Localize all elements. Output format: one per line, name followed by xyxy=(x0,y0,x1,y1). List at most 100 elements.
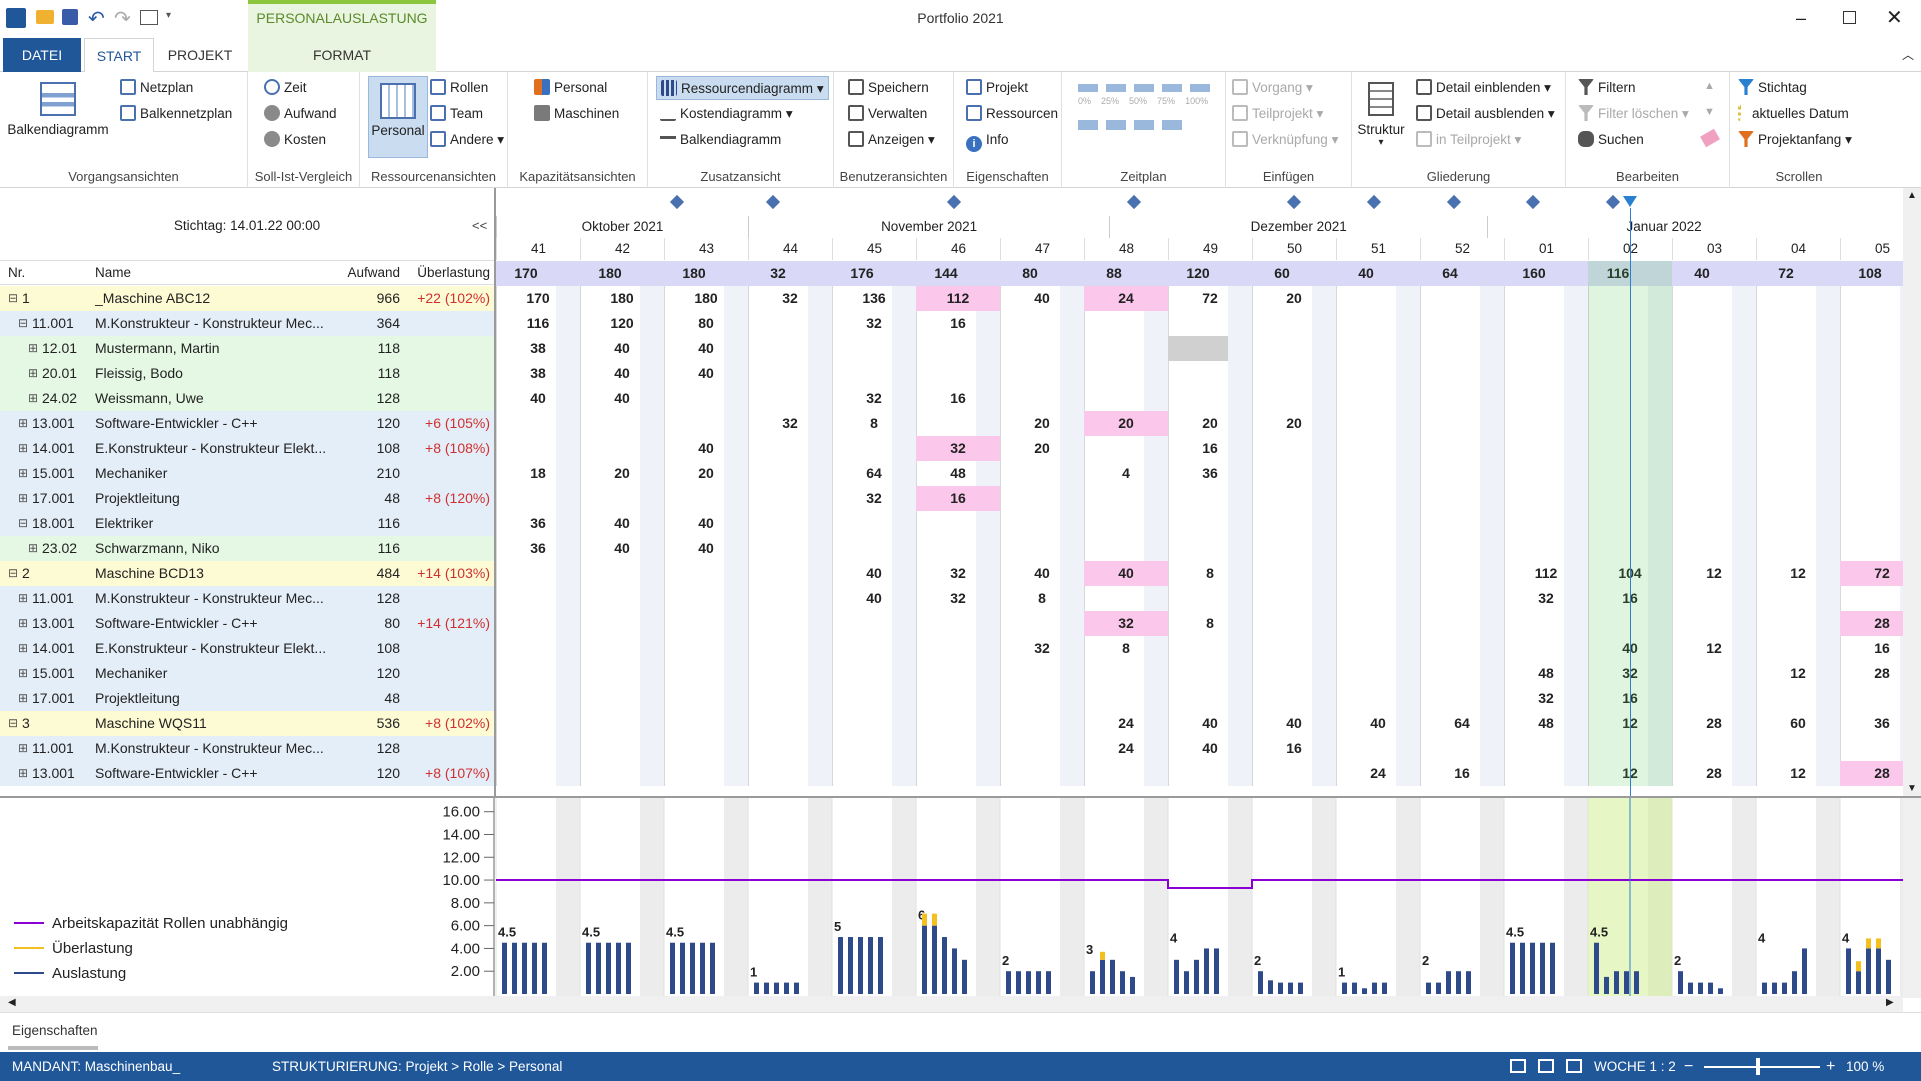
grid-cell[interactable]: 120 xyxy=(610,315,634,331)
grid-cell[interactable] xyxy=(1756,686,1840,711)
grid-cell[interactable] xyxy=(1504,386,1588,411)
grid-cell[interactable] xyxy=(1420,386,1504,411)
grid-cell[interactable]: 40 xyxy=(698,340,714,356)
grid-cell[interactable] xyxy=(1084,536,1168,561)
grid-cell[interactable]: 20 xyxy=(1286,415,1302,431)
grid-cell[interactable]: 20 xyxy=(614,465,630,481)
grid-cell[interactable]: 40 xyxy=(614,515,630,531)
grid-cell[interactable] xyxy=(1000,511,1084,536)
grid-cell[interactable]: 48 xyxy=(1538,665,1554,681)
grid-cell[interactable] xyxy=(1084,361,1168,386)
grid-cell[interactable] xyxy=(1252,686,1336,711)
grid-cell[interactable]: 32 xyxy=(866,490,882,506)
grid-cell[interactable] xyxy=(1168,686,1252,711)
grid-cell[interactable]: 20 xyxy=(1286,290,1302,306)
grid-cell[interactable]: 180 xyxy=(610,290,634,306)
suchen-button[interactable]: Suchen xyxy=(1578,128,1644,152)
window-icon[interactable] xyxy=(140,10,158,25)
expand-toggle-icon[interactable]: ⊞ xyxy=(18,491,29,505)
grid-cell[interactable] xyxy=(1084,586,1168,611)
grid-cell[interactable] xyxy=(1252,661,1336,686)
grid-cell[interactable] xyxy=(664,761,748,786)
grid-cell[interactable] xyxy=(1168,661,1252,686)
grid-cell[interactable] xyxy=(1420,361,1504,386)
grid-cell[interactable] xyxy=(1756,411,1840,436)
grid-cell[interactable] xyxy=(1084,436,1168,461)
grid-cell[interactable] xyxy=(580,611,664,636)
table-row[interactable]: ⊞ 13.001 Software-Entwickler - C++ 80 +14 (1… xyxy=(0,611,494,636)
grid-cell[interactable]: 20 xyxy=(1084,411,1168,436)
grid-cell[interactable] xyxy=(1504,286,1588,311)
balkennetzplan-button[interactable]: Balkennetzplan xyxy=(120,102,232,126)
grid-cell[interactable] xyxy=(1252,586,1336,611)
grid-cell[interactable] xyxy=(664,736,748,761)
grid-cell[interactable] xyxy=(1420,661,1504,686)
grid-cell[interactable]: 36 xyxy=(1874,715,1890,731)
grid-cell[interactable] xyxy=(1504,761,1588,786)
grid-cell[interactable]: 40 xyxy=(1286,715,1302,731)
grid-cell[interactable] xyxy=(916,736,1000,761)
grid-cell[interactable]: 72 xyxy=(1202,290,1218,306)
link-icon[interactable] xyxy=(1162,120,1182,130)
grid-cell[interactable]: 36 xyxy=(530,515,546,531)
detail-ausblenden-button[interactable]: Detail ausblenden ▾ xyxy=(1416,102,1555,126)
grid-cell[interactable] xyxy=(1504,736,1588,761)
grid-cell[interactable] xyxy=(580,686,664,711)
grid-cell[interactable] xyxy=(1084,311,1168,336)
grid-cell[interactable]: 32 xyxy=(1034,640,1050,656)
grid-cell[interactable]: 40 xyxy=(698,440,714,456)
grid-cell[interactable] xyxy=(1672,736,1756,761)
grid-cell[interactable]: 60 xyxy=(1790,715,1806,731)
grid-cell[interactable] xyxy=(580,661,664,686)
grid-cell[interactable] xyxy=(916,511,1000,536)
grid-cell[interactable] xyxy=(1840,286,1906,311)
move-left-icon[interactable] xyxy=(1078,120,1098,130)
grid-cell[interactable] xyxy=(1000,486,1084,511)
maximize-icon[interactable] xyxy=(1843,11,1856,24)
grid-cell[interactable] xyxy=(1672,536,1756,561)
grid-cell[interactable] xyxy=(1420,461,1504,486)
filter-loeschen-button[interactable]: Filter löschen ▾ xyxy=(1578,102,1689,126)
grid-cell[interactable]: 24 xyxy=(1084,286,1168,311)
grid-cell[interactable]: 8 xyxy=(1122,640,1130,656)
grid-cell[interactable] xyxy=(748,486,832,511)
grid-cell[interactable] xyxy=(664,586,748,611)
undo-icon[interactable]: ↶ xyxy=(88,8,105,30)
grid-cell[interactable]: 18 xyxy=(530,465,546,481)
col-aufwand[interactable]: Aufwand xyxy=(347,265,400,280)
ressourcendiagramm-button[interactable]: Ressourcendiagramm ▾ xyxy=(656,76,829,100)
grid-cell[interactable] xyxy=(1756,286,1840,311)
projekt-prop-button[interactable]: Projekt xyxy=(966,76,1028,100)
detail-einblenden-button[interactable]: Detail einblenden ▾ xyxy=(1416,76,1551,100)
grid-cell[interactable] xyxy=(1504,311,1588,336)
grid-cell[interactable] xyxy=(496,611,580,636)
grid-cell[interactable] xyxy=(580,436,664,461)
grid-cell[interactable] xyxy=(832,761,916,786)
expand-toggle-icon[interactable]: ⊞ xyxy=(28,341,39,355)
grid-cell[interactable] xyxy=(1840,336,1906,361)
week-header[interactable]: 01 xyxy=(1504,238,1588,260)
expand-toggle-icon[interactable]: ⊞ xyxy=(18,666,29,680)
filtern-button[interactable]: Filtern xyxy=(1578,76,1636,100)
grid-cell[interactable] xyxy=(1672,361,1756,386)
grid-cell[interactable]: 64 xyxy=(1454,715,1470,731)
grid-cell[interactable] xyxy=(1252,511,1336,536)
collapse-ribbon-icon[interactable]: ︿ xyxy=(1902,48,1915,62)
grid-cell[interactable] xyxy=(1756,486,1840,511)
grid-cell[interactable]: 40 xyxy=(1084,561,1168,586)
horizontal-scrollbar[interactable]: ◀ ▶ xyxy=(0,996,1903,1012)
kap-maschinen-button[interactable]: Maschinen xyxy=(534,102,619,126)
grid-cell[interactable]: 32 xyxy=(1538,590,1554,606)
grid-cell[interactable]: 12 xyxy=(1790,665,1806,681)
collapse-pane-button[interactable]: << xyxy=(472,218,488,233)
grid-cell[interactable]: 12 xyxy=(1790,765,1806,781)
grid-cell[interactable] xyxy=(916,661,1000,686)
table-row[interactable]: ⊞ 13.001 Software-Entwickler - C++ 120 +6 (1… xyxy=(0,411,494,436)
grid-cell[interactable] xyxy=(1756,386,1840,411)
grid-cell[interactable] xyxy=(916,711,1000,736)
grid-cell[interactable] xyxy=(1672,386,1756,411)
grid-cell[interactable] xyxy=(1756,636,1840,661)
grid-cell[interactable]: 40 xyxy=(614,365,630,381)
grid-cell[interactable] xyxy=(1168,311,1252,336)
stichtag-button[interactable]: Stichtag xyxy=(1738,76,1807,100)
